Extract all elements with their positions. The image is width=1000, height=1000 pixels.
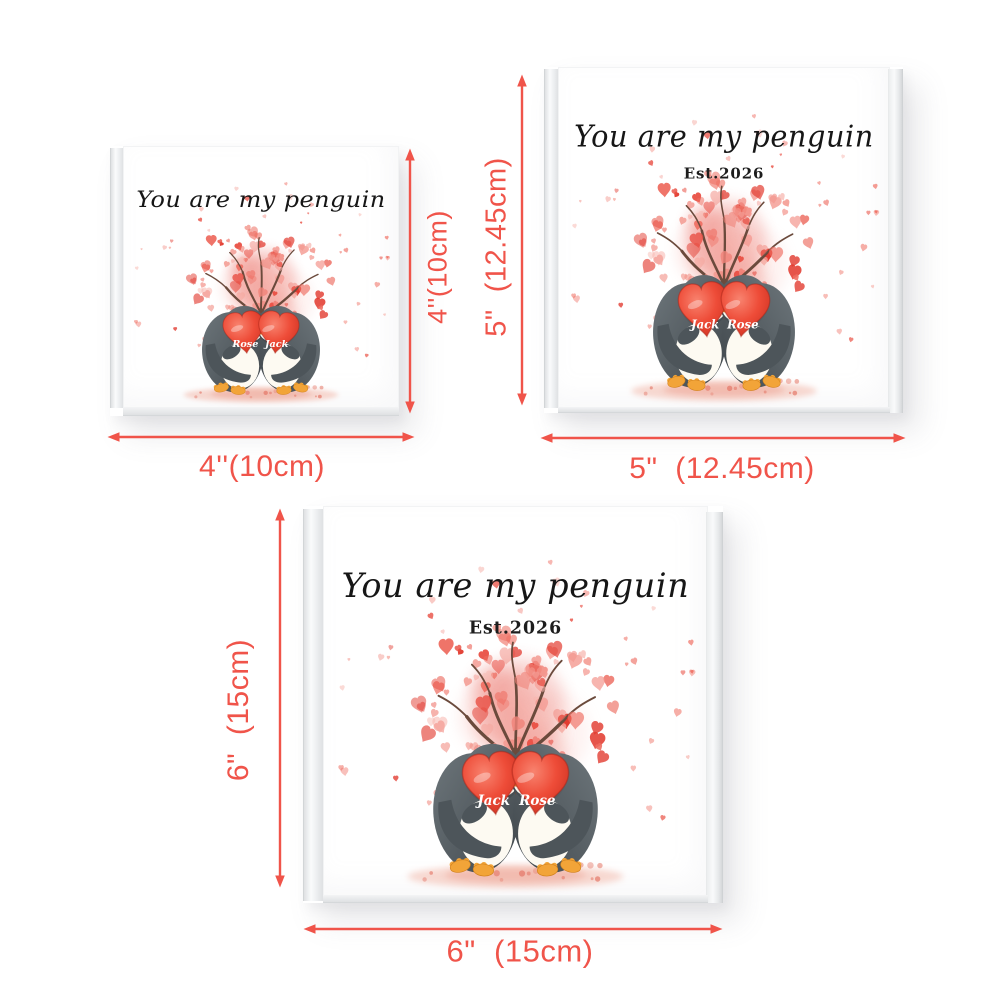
artwork-title: You are my penguin (136, 187, 385, 213)
artwork-est: Est.2026 (684, 164, 764, 182)
plaque-artwork: You are my penguin Rose Jack (123, 146, 399, 408)
plaque-face: You are my penguin Rose Jack (123, 146, 399, 408)
acrylic-block-4in: You are my penguin Rose Jack (110, 146, 399, 416)
height-label: 4''(10cm) (422, 210, 453, 324)
width-arrow (303, 924, 723, 934)
plaque-face: You are my penguin Est.2026 Jack Rose (558, 67, 890, 408)
block-bottom-edge (123, 407, 399, 416)
heart-name-left: Rose (231, 339, 258, 350)
block-right-edge (706, 512, 723, 903)
acrylic-block-6in: You are my penguin Est.2026 Jack Rose (303, 506, 723, 903)
height-arrow (517, 74, 527, 406)
width-label: 5" (12.45cm) (629, 452, 815, 485)
artwork-title: You are my penguin (574, 119, 874, 153)
heart-name-right: Rose (518, 793, 556, 809)
plaque-artwork: You are my penguin Est.2026 Jack Rose (558, 67, 890, 408)
heart-name-right: Rose (726, 317, 758, 331)
plaque-face: You are my penguin Est.2026 Jack Rose (323, 506, 708, 896)
block-right-edge (888, 69, 903, 413)
width-label: 4''(10cm) (199, 450, 325, 483)
heart-name-left: Jack (689, 317, 719, 331)
width-label: 6" (15cm) (446, 933, 594, 969)
plaque-artwork: You are my penguin Est.2026 Jack Rose (323, 506, 708, 896)
height-arrow (275, 508, 285, 888)
acrylic-block-5in: You are my penguin Est.2026 Jack Rose (544, 67, 903, 413)
block-bottom-edge (558, 407, 890, 413)
width-arrow (107, 432, 415, 442)
width-arrow (540, 433, 906, 443)
block-bottom-edge (323, 895, 708, 903)
block-left-edge (303, 509, 325, 901)
height-label: 6" (15cm) (222, 638, 255, 782)
artwork-title: You are my penguin (342, 566, 690, 605)
heart-name-right: Jack (263, 339, 289, 350)
height-arrow (405, 148, 415, 414)
artwork-est: Est.2026 (469, 618, 562, 638)
height-label: 5" (12.45cm) (480, 157, 513, 337)
heart-name-left: Jack (474, 793, 510, 809)
